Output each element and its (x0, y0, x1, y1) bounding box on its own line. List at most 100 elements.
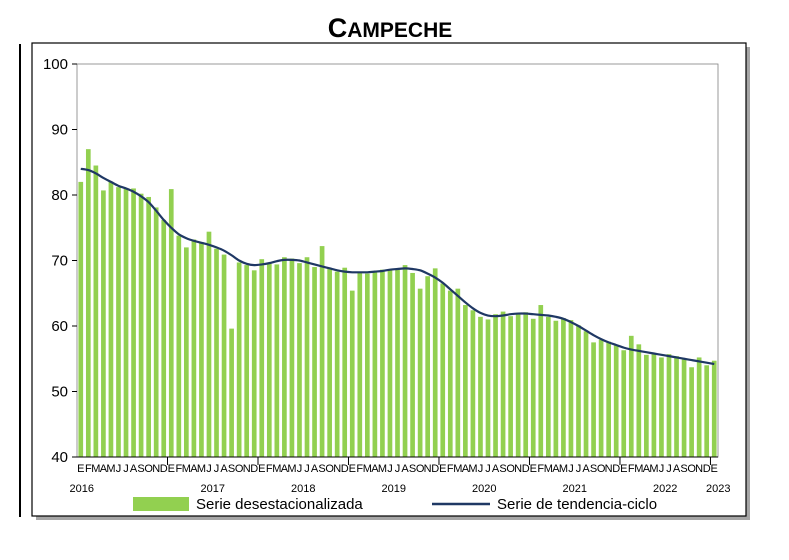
bar (425, 276, 431, 457)
bar (221, 254, 227, 457)
y-tick-label: 90 (51, 122, 68, 139)
trend-line-group (80, 167, 715, 366)
x-month-label: A (100, 463, 108, 475)
y-tick-label: 70 (51, 253, 68, 270)
bar (576, 325, 581, 457)
bar (485, 319, 491, 457)
x-month-label: E (258, 463, 265, 475)
y-tick-label: 100 (43, 56, 68, 73)
bar (538, 305, 544, 457)
bar (666, 354, 672, 457)
bar (447, 290, 453, 457)
bar (410, 272, 415, 457)
bar (312, 267, 317, 457)
bar (613, 345, 619, 457)
x-month-label: A (582, 463, 590, 475)
x-month-label: D (522, 463, 530, 475)
bar (636, 344, 642, 457)
legend-label-bars: Serie desestacionalizada (196, 496, 363, 513)
x-month-label: M (363, 463, 372, 475)
x-month-label: A (462, 463, 470, 475)
bars-group (78, 149, 717, 458)
bar (545, 316, 551, 457)
bar (674, 356, 679, 457)
bar (523, 312, 529, 457)
bar (380, 269, 385, 457)
bar (274, 264, 280, 457)
y-tick-label: 80 (51, 187, 68, 204)
x-month-label: O (416, 463, 425, 475)
x-month-label: E (530, 463, 537, 475)
x-year-label: 2021 (562, 483, 586, 495)
bar (365, 273, 370, 457)
x-month-label: A (492, 463, 500, 475)
x-month-label: M (544, 463, 553, 475)
x-year-label: 2019 (381, 483, 405, 495)
bar (251, 270, 257, 457)
bar (78, 181, 84, 457)
x-month-label: M (197, 463, 206, 475)
x-year-label: 2020 (472, 483, 496, 495)
bar (463, 305, 468, 457)
bar (206, 231, 212, 457)
bar (297, 263, 302, 457)
bar (327, 268, 332, 457)
bar (168, 189, 174, 457)
x-month-label: D (160, 463, 168, 475)
bar (342, 267, 348, 457)
x-month-label: M (559, 463, 568, 475)
x-month-label: F (356, 463, 363, 475)
x-month-label: J (659, 463, 665, 475)
bar (568, 320, 574, 457)
bar (138, 193, 144, 457)
bar (153, 207, 159, 457)
y-tick-label: 60 (51, 318, 68, 335)
bar (704, 365, 710, 457)
x-month-label: M (378, 463, 387, 475)
bar (583, 331, 589, 457)
bar (349, 290, 355, 457)
x-month-label: N (605, 463, 613, 475)
x-month-label: A (401, 463, 409, 475)
y-tick-label: 50 (51, 384, 68, 401)
x-month-label: N (424, 463, 432, 475)
x-month-label: S (318, 463, 325, 475)
x-month-label: J (206, 463, 212, 475)
bar (304, 257, 310, 457)
bar (319, 246, 325, 457)
y-tick-label: 40 (51, 449, 68, 466)
x-month-label: S (409, 463, 416, 475)
bar (146, 196, 151, 457)
bar (131, 188, 136, 457)
x-month-label: J (576, 463, 582, 475)
bar (266, 263, 272, 457)
bar (199, 242, 204, 457)
bar (116, 187, 121, 457)
x-month-label: D (612, 463, 620, 475)
x-month-label: F (447, 463, 454, 475)
x-month-label: A (673, 463, 681, 475)
x-month-label: J (387, 463, 393, 475)
x-month-label: F (85, 463, 92, 475)
x-month-label: S (499, 463, 506, 475)
x-month-label: M (287, 463, 296, 475)
bar (101, 190, 106, 458)
x-year-label: 2017 (200, 483, 224, 495)
x-month-label: D (341, 463, 349, 475)
x-month-label: A (130, 463, 138, 475)
x-month-label: M (272, 463, 281, 475)
x-month-label: A (371, 463, 379, 475)
bar (530, 318, 536, 457)
trend-line (80, 167, 715, 366)
x-month-label: M (91, 463, 100, 475)
x-month-label: J (478, 463, 484, 475)
x-month-label: A (220, 463, 228, 475)
bar (591, 342, 596, 458)
bar (395, 269, 400, 457)
bar (372, 271, 378, 457)
x-month-label: J (297, 463, 303, 475)
x-year-label: 2023 (706, 483, 730, 495)
x-month-label: S (680, 463, 687, 475)
